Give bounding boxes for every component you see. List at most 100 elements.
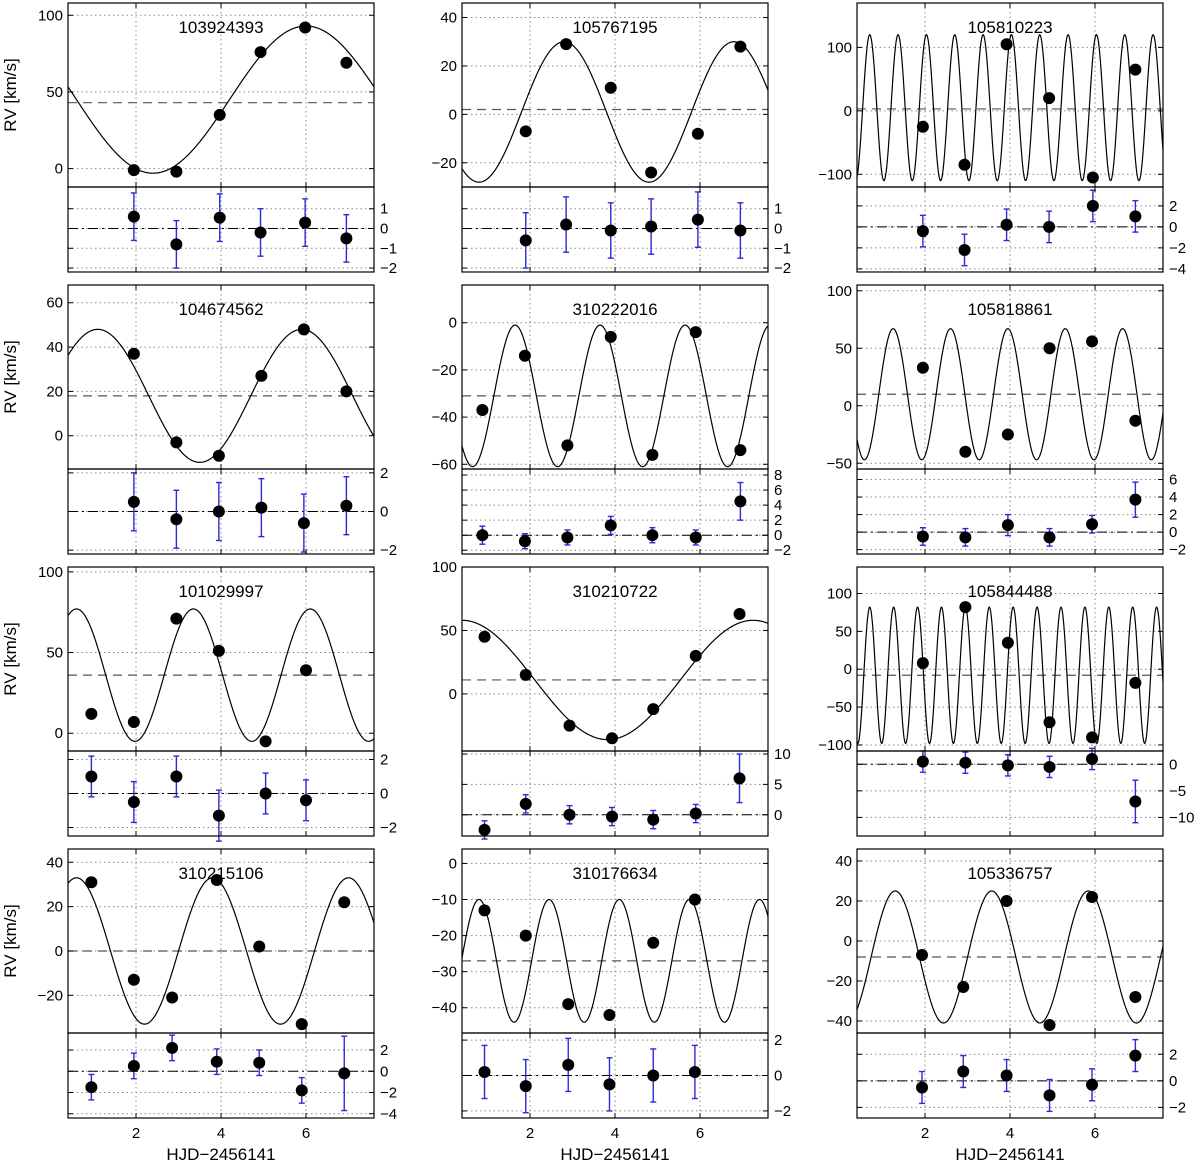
- rv-tick-label: −20: [432, 362, 457, 379]
- x-tick-label: 6: [1091, 1125, 1099, 1142]
- residual-tick-label: 4: [774, 497, 782, 514]
- rv-axes: 0 20 40 60 104674562: [46, 284, 375, 470]
- rv-tick-label: −20: [432, 155, 457, 172]
- residual-tick-label: −5: [1169, 783, 1186, 800]
- residual-data-point: [253, 1056, 266, 1069]
- residual-data-point: [476, 529, 489, 542]
- rv-tick-label: −20: [827, 973, 852, 990]
- residual-data-point: [255, 501, 268, 514]
- panel-title: 104674562: [178, 300, 263, 319]
- residual-data-point: [647, 1069, 660, 1082]
- residual-tick-label: −10: [1169, 809, 1194, 826]
- residual-data-point: [170, 513, 183, 526]
- rv-data-point: [213, 108, 226, 121]
- residual-data-point: [519, 797, 532, 810]
- residual-data-point: [299, 216, 312, 229]
- residual-data-point: [604, 224, 617, 237]
- rv-data-point: [733, 607, 746, 620]
- rv-tick-label: 20: [440, 58, 457, 75]
- y-axis-label: RV [km/s]: [1, 340, 20, 413]
- rv-data-point: [519, 125, 532, 138]
- panel-title: 310210722: [572, 582, 657, 601]
- residual-data-point: [254, 226, 267, 239]
- rv-tick-label: −40: [432, 409, 457, 426]
- rv-tick-label: 60: [46, 295, 63, 312]
- residual-tick-label: −2: [1169, 542, 1186, 559]
- residual-data-point: [606, 810, 619, 823]
- residual-tick-label: −4: [1169, 261, 1186, 278]
- residual-tick-label: 2: [380, 1042, 388, 1059]
- rv-data-point: [127, 164, 140, 177]
- residual-tick-label: 2: [774, 1032, 782, 1049]
- residual-data-point: [689, 807, 702, 820]
- rv-data-point: [340, 56, 353, 69]
- residual-data-point: [957, 1065, 970, 1078]
- orbit-fit-curve: [68, 608, 374, 742]
- panel-title: 105844488: [967, 582, 1052, 601]
- residual-tick-label: −2: [1169, 240, 1186, 257]
- residual-data-point: [1043, 760, 1056, 773]
- residual-data-point: [297, 517, 310, 530]
- rv-tick-label: −40: [432, 1000, 457, 1017]
- residual-data-point: [340, 232, 353, 245]
- rv-data-point: [689, 649, 702, 662]
- residual-data-point: [1086, 1078, 1099, 1091]
- residual-data-point: [1129, 493, 1142, 506]
- rv-data-point: [519, 929, 532, 942]
- rv-tick-label: −50: [827, 455, 852, 472]
- residual-tick-label: −2: [380, 820, 397, 837]
- rv-tick-label: 50: [46, 645, 63, 662]
- residual-data-point: [1043, 531, 1056, 544]
- residual-data-point: [647, 813, 660, 826]
- residual-data-point: [210, 1055, 223, 1068]
- residual-data-point: [1043, 1089, 1056, 1102]
- rv-data-point: [959, 445, 972, 458]
- rv-data-point: [85, 707, 98, 720]
- rv-data-point: [295, 1018, 308, 1031]
- rv-axes: 0 50 100 310210722: [432, 559, 769, 752]
- x-tick-label: 6: [696, 1125, 704, 1142]
- rv-data-point: [478, 904, 491, 917]
- rv-panel-310210722: 0 50 100 310210722 0 5 10: [432, 559, 791, 840]
- residual-data-point: [212, 505, 225, 518]
- residual-data-point: [518, 535, 531, 548]
- rv-tick-label: 0: [844, 661, 852, 678]
- residual-tick-label: 2: [774, 512, 782, 529]
- rv-tick-label: 0: [449, 315, 457, 332]
- rv-tick-label: −60: [432, 456, 457, 473]
- residual-data-point: [170, 770, 183, 783]
- rv-data-point: [300, 664, 312, 677]
- panel-title: 105336757: [967, 864, 1052, 883]
- residual-data-point: [1001, 759, 1014, 772]
- residual-data-point: [916, 225, 929, 238]
- residual-data-point: [561, 531, 574, 544]
- rv-data-point: [259, 735, 272, 748]
- residual-tick-label: −1: [380, 240, 397, 257]
- rv-data-point: [646, 448, 659, 461]
- rv-tick-label: 40: [440, 10, 457, 27]
- rv-tick-label: −20: [432, 928, 457, 945]
- rv-tick-label: 100: [432, 559, 457, 576]
- panel-title: 105810223: [967, 18, 1052, 37]
- residual-tick-label: 0: [774, 807, 782, 824]
- residual-tick-label: −2: [380, 1085, 397, 1102]
- residual-axes: −4 −2 0 2: [856, 186, 1186, 278]
- rv-data-point: [1129, 63, 1142, 76]
- rv-data-point: [340, 385, 353, 398]
- rv-data-point: [170, 436, 183, 449]
- rv-data-point: [1086, 171, 1099, 184]
- rv-data-point: [1043, 716, 1056, 729]
- residual-tick-label: 1: [380, 201, 388, 218]
- rv-tick-label: 20: [46, 383, 63, 400]
- residual-data-point: [959, 756, 972, 769]
- residual-tick-label: −2: [774, 542, 791, 559]
- residual-data-point: [1086, 518, 1099, 531]
- rv-data-point: [478, 630, 491, 643]
- residual-data-point: [519, 234, 532, 247]
- residual-tick-label: 0: [1169, 524, 1177, 541]
